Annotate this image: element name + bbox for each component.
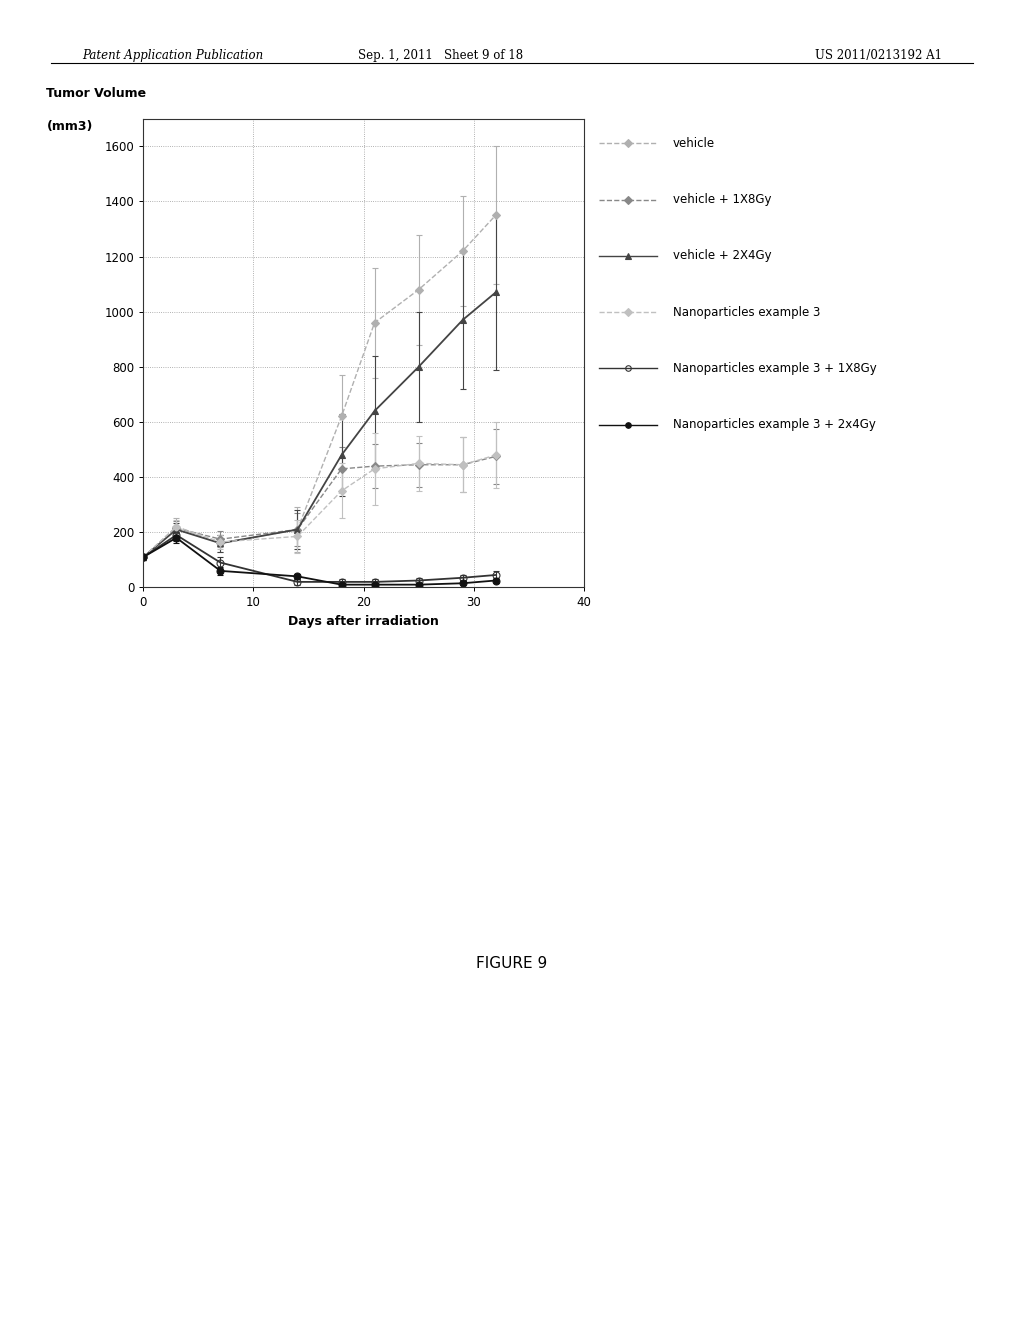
Text: US 2011/0213192 A1: US 2011/0213192 A1 [815,49,942,62]
Text: vehicle: vehicle [673,137,715,149]
Text: vehicle + 1X8Gy: vehicle + 1X8Gy [673,193,771,206]
Text: Tumor Volume: Tumor Volume [46,87,146,100]
Text: vehicle + 2X4Gy: vehicle + 2X4Gy [673,249,772,263]
Text: Nanoparticles example 3 + 1X8Gy: Nanoparticles example 3 + 1X8Gy [673,362,877,375]
X-axis label: Days after irradiation: Days after irradiation [288,615,439,628]
Text: (mm3): (mm3) [46,120,93,133]
Text: FIGURE 9: FIGURE 9 [476,956,548,972]
Text: Nanoparticles example 3: Nanoparticles example 3 [673,306,820,318]
Text: Sep. 1, 2011   Sheet 9 of 18: Sep. 1, 2011 Sheet 9 of 18 [357,49,523,62]
Text: Patent Application Publication: Patent Application Publication [82,49,263,62]
Text: Nanoparticles example 3 + 2x4Gy: Nanoparticles example 3 + 2x4Gy [673,418,876,432]
